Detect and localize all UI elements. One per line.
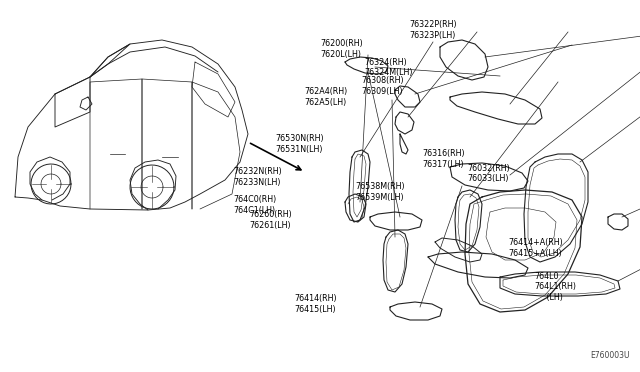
Text: E760003U: E760003U xyxy=(591,351,630,360)
Text: 76322P(RH)
76323P(LH): 76322P(RH) 76323P(LH) xyxy=(410,20,457,40)
Text: 76530N(RH)
76531N(LH): 76530N(RH) 76531N(LH) xyxy=(275,134,324,154)
Text: 762A4(RH)
762A5(LH): 762A4(RH) 762A5(LH) xyxy=(304,87,348,107)
Text: 76308(RH)
76309(LH): 76308(RH) 76309(LH) xyxy=(362,76,404,96)
Text: 76538M(RH)
76539M(LH): 76538M(RH) 76539M(LH) xyxy=(355,182,405,202)
Text: 76414+A(RH)
76415+A(LH): 76414+A(RH) 76415+A(LH) xyxy=(509,238,564,258)
Text: 76414(RH)
76415(LH): 76414(RH) 76415(LH) xyxy=(294,294,337,314)
Text: 76232N(RH)
76233N(LH): 76232N(RH) 76233N(LH) xyxy=(234,167,282,187)
Text: 76260(RH)
76261(LH): 76260(RH) 76261(LH) xyxy=(250,210,292,230)
Text: 764L0
764L1(RH)
     (LH): 764L0 764L1(RH) (LH) xyxy=(534,272,577,302)
Text: 764C0(RH)
764C1(LH): 764C0(RH) 764C1(LH) xyxy=(234,195,277,215)
Text: 76316(RH)
76317(LH): 76316(RH) 76317(LH) xyxy=(422,149,465,169)
Text: 76200(RH)
7620L(LH): 76200(RH) 7620L(LH) xyxy=(320,39,363,59)
Text: 76324(RH)
76324M(LH): 76324(RH) 76324M(LH) xyxy=(365,58,413,77)
Text: 76032(RH)
76033(LH): 76032(RH) 76033(LH) xyxy=(467,164,510,183)
